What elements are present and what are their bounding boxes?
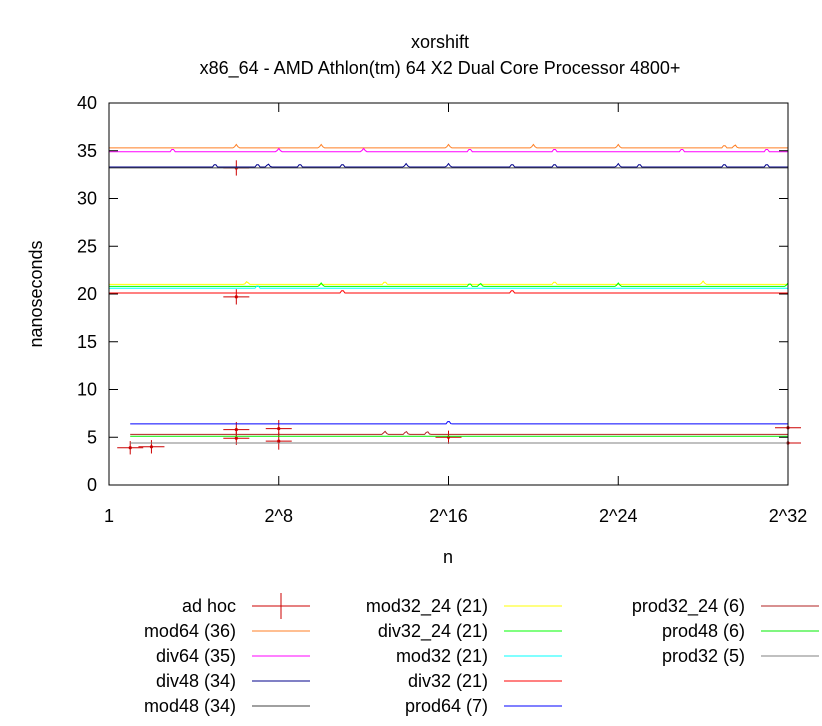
adhoc-point-dot xyxy=(277,427,281,431)
series-line-mod64 xyxy=(109,143,788,149)
legend-entry: mod32_24 (21) xyxy=(366,596,562,617)
adhoc-point-dot xyxy=(149,445,154,449)
legend-entry: div64 (35) xyxy=(156,646,310,666)
adhoc-point xyxy=(265,432,292,450)
legend-label: mod64 (36) xyxy=(144,621,236,641)
legend-label: prod32 (5) xyxy=(662,646,745,666)
legend-entry: mod32 (21) xyxy=(396,646,562,666)
y-tick-label: 10 xyxy=(77,380,97,400)
y-tick-label: 25 xyxy=(77,236,97,256)
legend-entry: prod48 (6) xyxy=(662,621,819,641)
y-tick-label: 35 xyxy=(77,141,97,161)
legend-entry: ad hoc xyxy=(182,593,310,619)
x-tick-label: 2^24 xyxy=(599,506,637,526)
plot-frame xyxy=(108,102,789,486)
x-tick-label: 1 xyxy=(104,506,114,526)
legend-label: mod48 (34) xyxy=(144,696,236,716)
legend-entry: mod64 (36) xyxy=(144,621,310,641)
legend-label: div48 (34) xyxy=(156,671,236,691)
legend-entry: prod32_24 (6) xyxy=(632,596,819,617)
y-tick-label: 15 xyxy=(77,332,97,352)
series-line-div32 xyxy=(109,290,788,294)
legend-label: div32_24 (21) xyxy=(378,621,488,642)
series-line-div48 xyxy=(109,162,788,168)
legend-label: prod48 (6) xyxy=(662,621,745,641)
adhoc-point xyxy=(223,289,250,305)
x-axis-label: n xyxy=(443,547,453,567)
y-tick-label: 5 xyxy=(87,427,97,447)
series-line-mod32_24 xyxy=(109,280,788,285)
series-line-prod32_24 xyxy=(130,430,788,435)
legend-label: ad hoc xyxy=(182,596,236,616)
x-tick-label: 2^32 xyxy=(769,506,807,526)
adhoc-point-dot xyxy=(234,295,238,299)
chart-title: xorshift xyxy=(411,32,469,52)
y-axis-label: nanoseconds xyxy=(26,240,46,347)
adhoc-point-dot xyxy=(234,436,238,440)
series-line-div32_24 xyxy=(109,282,789,287)
adhoc-point-dot xyxy=(128,446,132,450)
series-line-prod64 xyxy=(130,420,788,425)
legend-label: mod32 (21) xyxy=(396,646,488,666)
adhoc-point-dot xyxy=(277,439,281,443)
legend-entry: prod32 (5) xyxy=(662,646,819,666)
legend-entry: mod48 (34) xyxy=(144,696,310,716)
legend-entry: div32 (21) xyxy=(408,671,562,691)
series-line-div64 xyxy=(109,147,788,153)
legend-label: prod64 (7) xyxy=(405,696,488,716)
legend-entry: div48 (34) xyxy=(156,671,310,691)
y-tick-label: 0 xyxy=(87,475,97,495)
legend-label: div32 (21) xyxy=(408,671,488,691)
legend-label: mod32_24 (21) xyxy=(366,596,488,617)
legend-label: prod32_24 (6) xyxy=(632,596,745,617)
legend-entry: div32_24 (21) xyxy=(378,621,562,642)
y-tick-label: 30 xyxy=(77,189,97,209)
series-line-mod32 xyxy=(109,285,788,289)
legend-entry: prod64 (7) xyxy=(405,696,562,716)
y-tick-label: 40 xyxy=(77,93,97,113)
x-tick-label: 2^8 xyxy=(265,506,293,526)
y-tick-label: 20 xyxy=(77,284,97,304)
adhoc-point xyxy=(435,430,462,444)
chart-subtitle: x86_64 - AMD Athlon(tm) 64 X2 Dual Core … xyxy=(200,58,681,79)
x-tick-label: 2^16 xyxy=(429,506,467,526)
legend-label: div64 (35) xyxy=(156,646,236,666)
adhoc-point xyxy=(138,440,165,454)
adhoc-point-dot xyxy=(234,428,238,432)
